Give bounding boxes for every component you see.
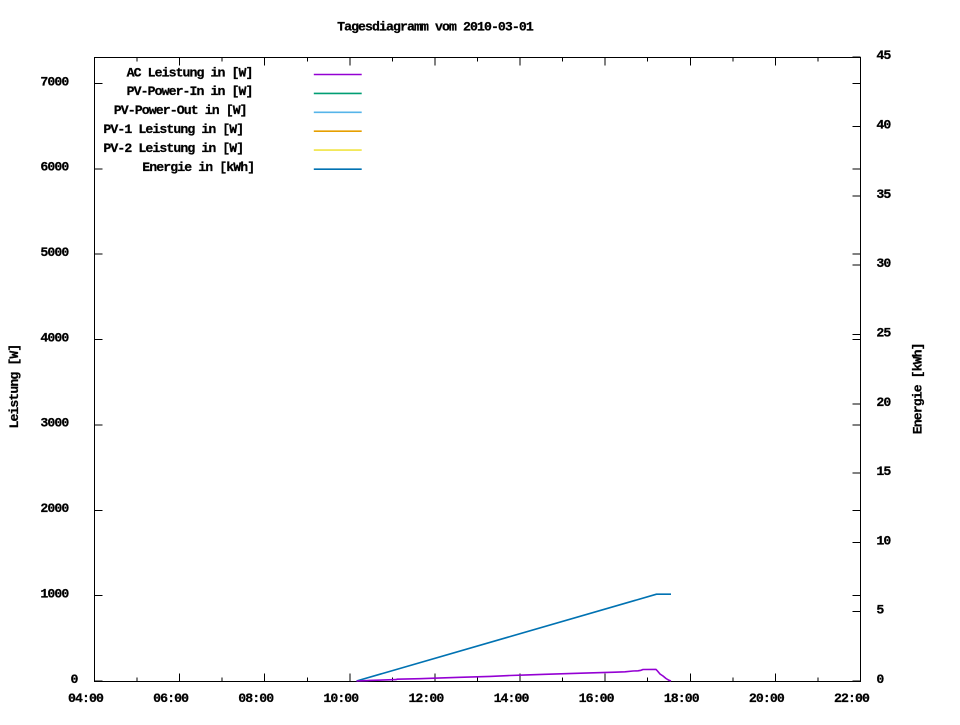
svg-text:Energie [kWh]: Energie [kWh] xyxy=(911,343,926,434)
svg-text:0: 0 xyxy=(876,672,884,687)
svg-text:16:00: 16:00 xyxy=(579,691,615,706)
svg-text:5000: 5000 xyxy=(40,245,69,260)
svg-text:4000: 4000 xyxy=(40,330,69,345)
svg-text:Leistung [W]: Leistung [W] xyxy=(7,345,22,429)
svg-text:20: 20 xyxy=(876,395,891,410)
svg-text:2000: 2000 xyxy=(40,501,69,516)
svg-text:3000: 3000 xyxy=(40,416,69,431)
svg-text:12:00: 12:00 xyxy=(408,691,444,706)
svg-text:10:00: 10:00 xyxy=(323,691,359,706)
svg-text:6000: 6000 xyxy=(40,160,69,175)
svg-text:40: 40 xyxy=(876,118,891,133)
svg-text:PV-2 Leistung in [W]: PV-2 Leistung in [W] xyxy=(103,141,243,156)
svg-text:04:00: 04:00 xyxy=(68,691,104,706)
svg-text:45: 45 xyxy=(876,48,891,63)
svg-text:7000: 7000 xyxy=(40,74,69,89)
svg-text:06:00: 06:00 xyxy=(153,691,189,706)
svg-text:14:00: 14:00 xyxy=(494,691,530,706)
svg-text:08:00: 08:00 xyxy=(238,691,274,706)
svg-text:22:00: 22:00 xyxy=(834,691,870,706)
svg-text:18:00: 18:00 xyxy=(664,691,700,706)
svg-text:35: 35 xyxy=(876,187,891,202)
svg-text:25: 25 xyxy=(876,325,891,340)
svg-text:10: 10 xyxy=(876,533,891,548)
svg-text:PV-Power-Out in [W]: PV-Power-Out in [W] xyxy=(114,103,247,118)
svg-text:Energie in [kWh]: Energie in [kWh] xyxy=(142,160,254,175)
svg-text:5: 5 xyxy=(876,603,884,618)
svg-text:PV-Power-In in [W]: PV-Power-In in [W] xyxy=(127,84,253,99)
svg-text:AC Leistung in [W]: AC Leistung in [W] xyxy=(127,65,253,80)
svg-text:PV-1 Leistung in [W]: PV-1 Leistung in [W] xyxy=(103,122,243,137)
svg-text:0: 0 xyxy=(71,672,79,687)
svg-text:15: 15 xyxy=(876,464,891,479)
svg-text:20:00: 20:00 xyxy=(749,691,785,706)
svg-text:Tagesdiagramm vom 2010-03-01: Tagesdiagramm vom 2010-03-01 xyxy=(337,19,534,34)
svg-text:1000: 1000 xyxy=(40,586,69,601)
svg-text:30: 30 xyxy=(876,256,891,271)
